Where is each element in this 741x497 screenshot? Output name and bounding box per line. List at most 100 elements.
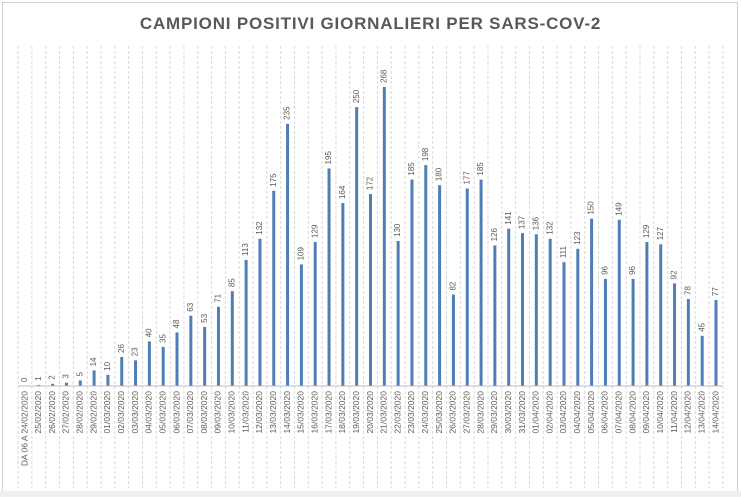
data-label: 63: [186, 302, 195, 311]
data-label: 96: [601, 265, 610, 274]
category-label: 17/03/2020: [323, 391, 333, 434]
data-label: 141: [504, 211, 513, 225]
bar: [216, 306, 220, 386]
data-label: 172: [366, 176, 375, 190]
category-label: 25/03/2020: [434, 391, 444, 434]
category-label: 09/03/2020: [213, 391, 223, 434]
data-label: 149: [614, 202, 623, 216]
bar: [134, 360, 138, 386]
category-label: 01/03/2020: [102, 391, 112, 434]
data-label: 78: [683, 286, 692, 295]
category-label: 25/02/2020: [33, 391, 43, 434]
bar: [161, 346, 165, 386]
bar: [438, 185, 442, 386]
category-label: 27/03/2020: [461, 391, 471, 434]
category-label: DA 06 A 24/02/2020: [19, 391, 29, 466]
category-label: 09/04/2020: [641, 391, 651, 434]
data-label: 92: [670, 270, 679, 279]
data-label: 130: [393, 223, 402, 237]
category-label: 23/03/2020: [406, 391, 416, 434]
bar: [576, 248, 580, 386]
bar: [700, 335, 704, 386]
category-label: 26/02/2020: [47, 391, 57, 434]
category-label: 29/03/2020: [489, 391, 499, 434]
data-label: 164: [338, 185, 347, 199]
data-label: 23: [131, 347, 140, 356]
bar: [313, 242, 317, 386]
bar: [64, 382, 68, 386]
data-label: 132: [545, 221, 554, 235]
category-label: 14/03/2020: [282, 391, 292, 434]
data-label: 85: [227, 278, 236, 287]
category-label: 20/03/2020: [365, 391, 375, 434]
data-label: 1: [34, 376, 43, 381]
bar: [645, 242, 649, 386]
bar: [424, 165, 428, 386]
bar: [382, 87, 386, 386]
category-label: 10/04/2020: [655, 391, 665, 434]
category-label: 02/04/2020: [544, 391, 554, 434]
data-label: 235: [283, 106, 292, 120]
data-label: 185: [476, 162, 485, 176]
data-label: 136: [531, 216, 540, 230]
bar: [92, 370, 96, 386]
data-label: 126: [490, 228, 499, 242]
bar: [51, 383, 55, 386]
category-label: 31/03/2020: [517, 391, 527, 434]
bar: [258, 238, 262, 386]
bar: [120, 356, 124, 386]
category-label: 28/02/2020: [75, 391, 85, 434]
chart-title: CAMPIONI POSITIVI GIORNALIERI PER SARS-C…: [139, 14, 602, 33]
category-label: 03/03/2020: [130, 391, 140, 434]
data-label: 82: [449, 281, 458, 290]
data-label: 123: [573, 231, 582, 245]
category-label: 13/04/2020: [696, 391, 706, 434]
bar: [203, 326, 207, 386]
bar: [534, 234, 538, 386]
bar: [106, 374, 110, 386]
category-label: 30/03/2020: [503, 391, 513, 434]
bar: [562, 262, 566, 386]
data-label: 137: [518, 215, 527, 229]
category-label: 27/02/2020: [61, 391, 71, 434]
bar: [410, 179, 414, 386]
category-label: 29/02/2020: [88, 391, 98, 434]
data-label: 129: [310, 224, 319, 238]
category-label: 05/03/2020: [157, 391, 167, 434]
bar: [230, 291, 234, 386]
bar: [341, 203, 345, 386]
data-label: 48: [172, 319, 181, 328]
data-label: 45: [697, 322, 706, 331]
category-label: 01/04/2020: [531, 391, 541, 434]
data-label: 2: [48, 375, 57, 380]
data-label: 195: [324, 151, 333, 165]
category-label: 04/03/2020: [144, 391, 154, 434]
data-label: 14: [89, 357, 98, 366]
bar: [369, 194, 372, 386]
bar: [686, 298, 690, 386]
data-label: 177: [462, 171, 471, 185]
category-label: 18/03/2020: [337, 391, 347, 434]
data-label: 150: [587, 201, 596, 215]
data-label: 26: [117, 344, 126, 353]
bar: [175, 332, 179, 386]
category-label: 06/04/2020: [600, 391, 610, 434]
category-label: 22/03/2020: [392, 391, 402, 434]
data-label: 3: [62, 374, 71, 379]
data-label: 0: [20, 377, 29, 382]
data-label: 53: [200, 313, 209, 322]
data-label: 111: [559, 245, 568, 258]
category-label: 03/04/2020: [558, 391, 568, 434]
data-label: 250: [352, 89, 361, 103]
category-label: 12/03/2020: [254, 391, 264, 434]
data-label: 175: [269, 173, 278, 187]
data-label: 180: [435, 167, 444, 181]
data-label: 71: [214, 293, 223, 302]
bar: [244, 259, 248, 386]
bar: [673, 283, 677, 386]
bar: [714, 300, 718, 386]
bar: [147, 341, 151, 386]
data-label: 77: [711, 287, 720, 296]
data-label: 198: [421, 147, 430, 161]
